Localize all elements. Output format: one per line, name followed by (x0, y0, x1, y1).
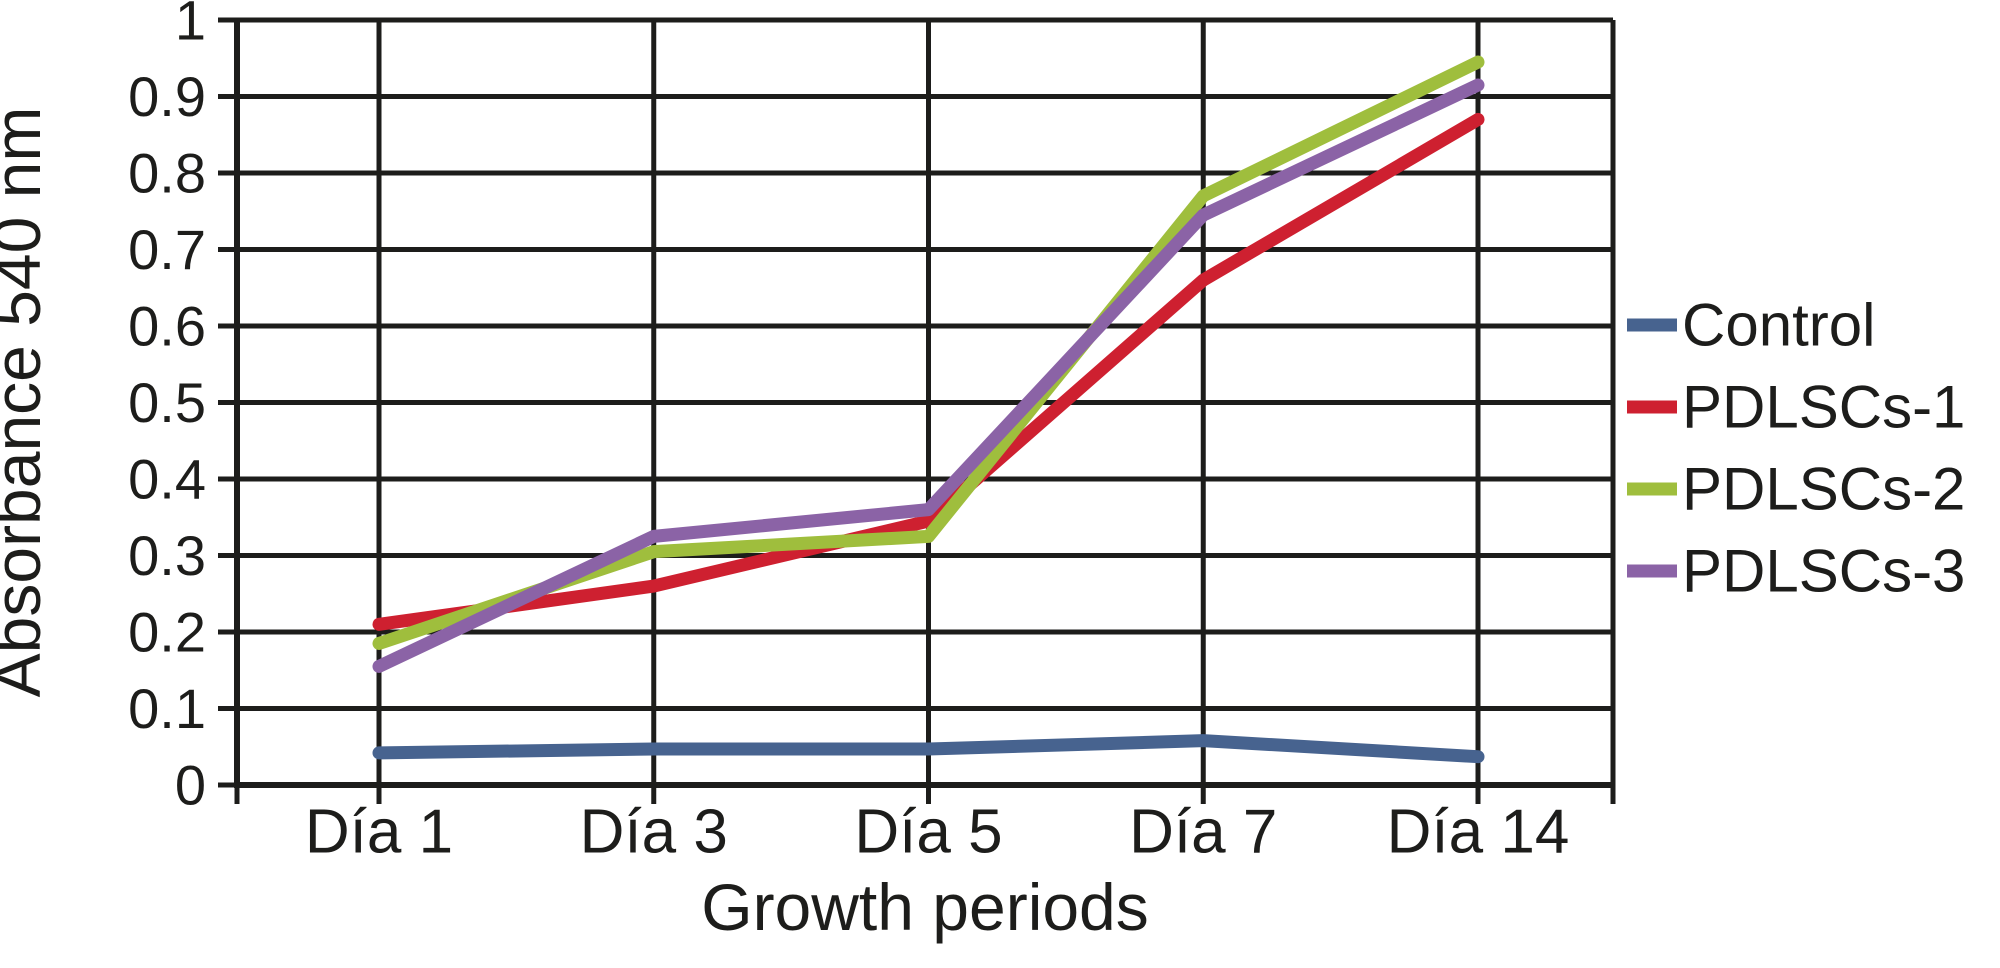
x-tick-label: Día 1 (305, 798, 453, 867)
legend-layer: Control PDLSCs-1 PDLSCs-2 PDLSCs-3 (1627, 292, 1965, 605)
y-tick-label: 0.6 (128, 295, 206, 358)
x-tick-label: Día 14 (1387, 798, 1570, 867)
y-tick-label: 0.5 (128, 371, 206, 434)
legend-label-pdlscs-3: PDLSCs-3 (1682, 538, 1965, 605)
series-line-pdlscs-1 (372, 112, 1485, 631)
x-tick-label: Día 5 (854, 798, 1002, 867)
grid-layer (237, 17, 1616, 785)
y-tick-label: 1 (175, 0, 206, 52)
series-layer (372, 55, 1485, 764)
legend-label-control: Control (1682, 292, 1875, 359)
y-tick-label: 0.8 (128, 142, 206, 205)
legend-label-pdlscs-2: PDLSCs-2 (1682, 456, 1965, 523)
y-axis-title: Absorbance 540 nm (0, 107, 54, 698)
legend-swatch-pdlscs-3 (1627, 564, 1677, 578)
legend-swatch-pdlscs-1 (1627, 400, 1677, 414)
y-tick-label: 0.4 (128, 448, 206, 511)
x-tick-label: Día 7 (1129, 798, 1277, 867)
y-tick-label: 0.9 (128, 65, 206, 128)
x-axis-title: Growth periods (701, 870, 1149, 944)
legend-swatch-pdlscs-2 (1627, 482, 1677, 496)
legend-swatch-control (1627, 318, 1677, 332)
y-tick-label: 0.7 (128, 218, 206, 281)
axis-layer: 0 0.1 0.2 0.3 0.4 0.5 0.6 0.7 0.8 0.9 1 Día 1 Día 3 D… (128, 0, 1616, 867)
y-tick-label: 0 (175, 754, 206, 817)
series-line-pdlscs-3 (372, 78, 1485, 673)
series-line-control (372, 734, 1485, 764)
y-tick-label: 0.2 (128, 601, 206, 664)
legend-label-pdlscs-1: PDLSCs-1 (1682, 374, 1965, 441)
y-tick-label: 0.1 (128, 677, 206, 740)
x-tick-label: Día 3 (580, 798, 728, 867)
y-tick-label: 0.3 (128, 524, 206, 587)
